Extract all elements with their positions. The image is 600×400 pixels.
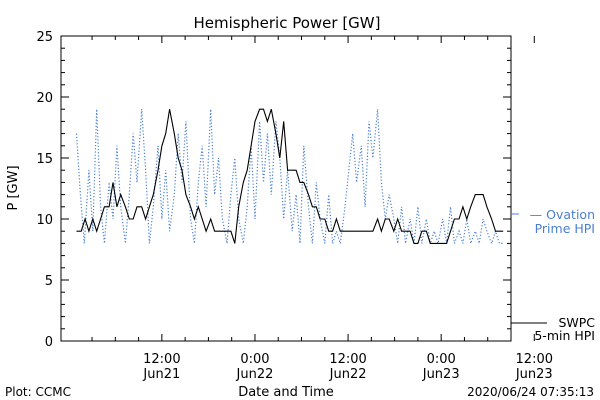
x-tick-time: 0:00 — [240, 352, 269, 367]
footer-timestamp: 2020/06/24 07:35:13 — [467, 385, 594, 399]
plot-frame — [60, 35, 512, 342]
legend-swpc-label: 5-min HPI — [534, 328, 595, 343]
x-tick-time: 0:00 — [427, 352, 456, 367]
series-line-ovation-prime-hpi — [75, 109, 504, 246]
footer-left: Plot: CCMC — [5, 385, 71, 399]
y-tick-label: 20 — [36, 91, 53, 106]
x-axis: 12:00Jun210:00Jun2212:00Jun220:00Jun2312… — [91, 36, 553, 382]
legend-ovation-label: — Ovation — [530, 207, 595, 222]
y-axis: 0 5 10 15 20 25 — [36, 30, 511, 350]
y-tick-label: 25 — [36, 30, 53, 45]
x-tick-time: 12:00 — [516, 352, 553, 367]
legend-swpc-label: SWPC — [558, 315, 595, 330]
chart-title: Hemispheric Power [GW] — [194, 14, 381, 32]
x-tick-date: Jun23 — [515, 367, 553, 382]
series-layer — [75, 108, 504, 246]
series-line-swpc-5min-hpi — [76, 108, 504, 244]
x-tick-date: Jun22 — [236, 367, 274, 382]
y-tick-label: 15 — [36, 152, 53, 167]
legend-ovation-label: Prime HPI — [535, 221, 595, 236]
x-tick-time: 12:00 — [143, 352, 180, 367]
y-axis-label: P [GW] — [6, 165, 21, 210]
x-axis-label: Date and Time — [238, 385, 334, 400]
x-tick-date: Jun21 — [142, 367, 180, 382]
y-tick-label: 10 — [36, 213, 53, 228]
y-tick-label: 0 — [45, 335, 53, 350]
x-tick-date: Jun23 — [422, 367, 460, 382]
x-tick-date: Jun22 — [329, 367, 367, 382]
y-tick-label: 5 — [45, 274, 53, 289]
x-tick-time: 12:00 — [329, 352, 366, 367]
